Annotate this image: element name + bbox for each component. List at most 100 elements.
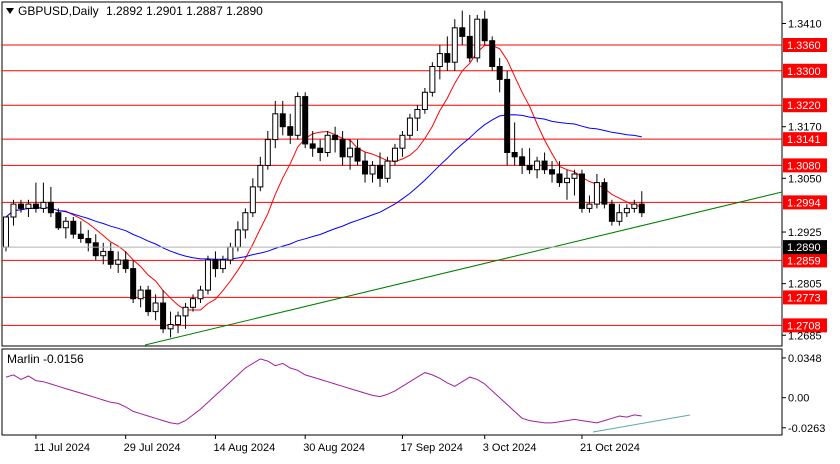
candle-79 — [593, 174, 600, 209]
level-tag-2 — [783, 98, 827, 113]
candle-19 — [145, 285, 152, 316]
candle-body-54 — [406, 117, 413, 136]
candle-69 — [519, 148, 526, 174]
moving-averages — [5, 45, 642, 311]
candle-body-21 — [160, 302, 167, 330]
candle-body-25 — [190, 298, 196, 308]
indicator-tick-0: 0.0348 — [788, 353, 822, 365]
candle-body-37 — [279, 113, 286, 128]
triangle-down-icon[interactable] — [6, 8, 14, 14]
candle-body-7 — [55, 212, 62, 229]
candle-body-60 — [451, 27, 458, 63]
candle-52 — [391, 143, 398, 166]
candle-body-80 — [601, 182, 608, 205]
candle-41 — [309, 131, 316, 157]
candle-55 — [414, 105, 421, 131]
candle-65 — [489, 36, 496, 71]
candle-64 — [481, 10, 488, 45]
candle-18 — [137, 285, 144, 308]
candle-body-75 — [564, 177, 570, 184]
candle-48 — [362, 152, 369, 183]
candle-74 — [556, 161, 563, 187]
candle-11 — [85, 229, 92, 252]
candle-body-67 — [504, 78, 511, 153]
candle-body-48 — [362, 160, 369, 175]
indicator-label: Marlin -0.0156 — [7, 352, 84, 366]
candle-body-11 — [85, 238, 92, 244]
candle-body-53 — [399, 134, 406, 149]
candle-body-83 — [623, 207, 630, 214]
candle-0 — [3, 216, 9, 252]
candle-body-6 — [47, 201, 54, 214]
ascending-trendline[interactable] — [144, 191, 783, 346]
candle-body-31 — [234, 229, 241, 248]
oscillator-trendline[interactable] — [592, 414, 691, 433]
candle-56 — [421, 88, 428, 114]
candle-34 — [257, 156, 264, 192]
chart-header: GBPUSD,Daily 1.2892 1.2901 1.2887 1.2890 — [6, 4, 263, 18]
candle-body-77 — [578, 173, 585, 209]
candle-83 — [623, 204, 630, 217]
time-label-2: 14 Aug 2024 — [213, 442, 275, 454]
candle-72 — [541, 152, 548, 174]
candle-body-45 — [339, 139, 346, 158]
candle-body-42 — [317, 147, 324, 153]
candle-body-13 — [100, 250, 107, 257]
candlesticks — [3, 10, 645, 338]
candle-body-82 — [616, 212, 623, 222]
candle-71 — [534, 156, 541, 179]
candle-50 — [377, 152, 383, 187]
candle-body-63 — [474, 18, 481, 59]
candle-8 — [62, 217, 69, 239]
level-tag-label-5: 1.2994 — [787, 197, 821, 209]
symbol-timeframe: GBPUSD,Daily — [18, 4, 99, 18]
ohlc-values: 1.2892 1.2901 1.2887 1.2890 — [106, 4, 263, 18]
candle-body-23 — [175, 315, 182, 325]
candle-body-44 — [332, 134, 339, 141]
candle-6 — [47, 186, 54, 217]
candle-body-33 — [249, 186, 256, 214]
candle-body-8 — [62, 220, 69, 229]
time-label-5: 3 Oct 2024 — [483, 442, 537, 454]
candle-body-66 — [496, 66, 503, 80]
price-tick-2: 1.3050 — [788, 173, 822, 185]
candle-body-28 — [212, 259, 219, 270]
current-price-tag — [783, 240, 827, 255]
candle-49 — [369, 161, 376, 183]
time-label-4: 17 Sep 2024 — [400, 442, 462, 454]
candle-body-50 — [377, 164, 383, 179]
candle-39 — [294, 92, 301, 140]
candle-21 — [160, 290, 167, 334]
slow-moving-average[interactable] — [5, 114, 642, 260]
candle-29 — [219, 255, 226, 273]
marlin-oscillator-line[interactable] — [5, 358, 642, 425]
candle-43 — [324, 131, 331, 157]
candle-36 — [272, 100, 279, 149]
level-tag-label-4: 1.3080 — [787, 160, 821, 172]
candle-53 — [399, 131, 406, 157]
candle-67 — [504, 70, 511, 166]
level-tag-5 — [783, 195, 827, 210]
candle-body-47 — [354, 147, 361, 162]
candle-body-78 — [586, 203, 593, 209]
candle-body-35 — [264, 139, 271, 166]
level-tag-label-6: 1.2859 — [787, 255, 821, 267]
candle-82 — [616, 204, 623, 226]
candle-body-81 — [608, 203, 615, 222]
fast-moving-average[interactable] — [5, 45, 642, 311]
indicator-plot-frame — [1, 348, 783, 436]
candle-28 — [212, 251, 219, 278]
candle-22 — [167, 311, 174, 338]
candle-body-79 — [593, 182, 600, 205]
candle-80 — [601, 178, 608, 209]
candle-body-59 — [444, 53, 451, 63]
candle-15 — [115, 251, 122, 273]
time-label-6: 21 Oct 2024 — [580, 442, 640, 454]
level-tag-label-7: 1.2773 — [787, 292, 821, 304]
price-tick-0: 1.3410 — [788, 19, 822, 31]
candle-body-12 — [92, 242, 99, 257]
level-tag-7 — [783, 290, 827, 305]
candle-57 — [429, 62, 436, 97]
